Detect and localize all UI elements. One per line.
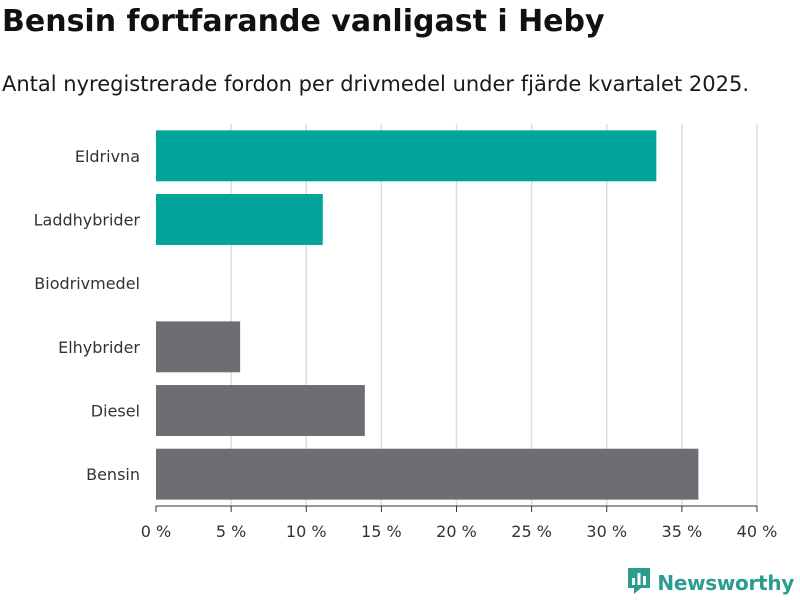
- x-tick-label: 30 %: [586, 522, 627, 541]
- x-tick-label: 15 %: [361, 522, 402, 541]
- bar-chart: Eldrivna Laddhybrider Biodrivmedel Elhybrid…: [34, 124, 778, 541]
- brand-name: Newsworthy: [657, 571, 794, 595]
- bars: [156, 130, 699, 500]
- x-axis-ticks: 0 % 5 % 10 % 15 % 20 % 25 % 30 % 35 % 40 %: [141, 506, 778, 541]
- chart-title: Bensin fortfarande vanligast i Heby: [2, 4, 605, 39]
- bar-chart-speech-bubble-icon: [627, 567, 651, 599]
- category-labels: Eldrivna Laddhybrider Biodrivmedel Elhybrid…: [34, 147, 141, 484]
- gridlines: [230, 124, 758, 506]
- category-label: Bensin: [86, 465, 140, 484]
- category-label: Elhybrider: [58, 338, 140, 357]
- bar-diesel: [156, 385, 365, 436]
- bar-bensin: [156, 448, 699, 500]
- bar-elhybrider: [156, 321, 241, 373]
- category-label: Diesel: [91, 402, 140, 421]
- category-label: Eldrivna: [75, 147, 140, 166]
- x-tick-label: 20 %: [436, 522, 477, 541]
- x-tick-label: 5 %: [216, 522, 246, 541]
- category-label: Laddhybrider: [34, 211, 141, 230]
- category-label: Biodrivmedel: [34, 274, 140, 293]
- x-tick-label: 35 %: [662, 522, 703, 541]
- newsworthy-logo: Newsworthy: [627, 568, 794, 598]
- x-tick-label: 25 %: [511, 522, 552, 541]
- x-tick-label: 10 %: [286, 522, 327, 541]
- chart-subtitle: Antal nyregistrerade fordon per drivmede…: [2, 72, 750, 96]
- x-tick-label: 0 %: [141, 522, 171, 541]
- bar-laddhybrider: [156, 194, 323, 245]
- bar-eldrivna: [156, 130, 657, 182]
- x-tick-label: 40 %: [737, 522, 778, 541]
